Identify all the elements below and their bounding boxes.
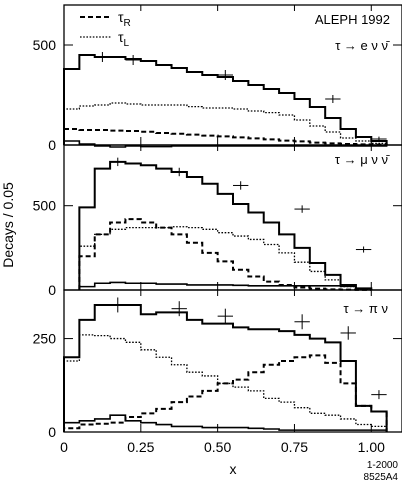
y-axis-label: Decays / 0.05 bbox=[0, 182, 16, 268]
x-tick-label: 0.25 bbox=[127, 439, 154, 455]
series-tau-left bbox=[78, 226, 372, 290]
series-total bbox=[63, 54, 388, 145]
series-background bbox=[63, 414, 388, 432]
x-tick-label: 0 bbox=[60, 439, 68, 455]
y-tick-label: 500 bbox=[33, 37, 57, 53]
data-point bbox=[171, 167, 187, 177]
y-tick-label: 250 bbox=[33, 331, 57, 347]
y-tick-label: 500 bbox=[33, 198, 57, 214]
figure-credit-line-2: 8525A4 bbox=[364, 472, 399, 483]
data-point bbox=[355, 246, 372, 253]
data-point bbox=[217, 308, 233, 324]
panel-2: 0 500 bbox=[33, 145, 402, 298]
legend-label-right: τR bbox=[118, 9, 131, 29]
legend-right-main: τ bbox=[118, 9, 124, 25]
data-point bbox=[217, 70, 233, 80]
legend-right-sub: R bbox=[124, 18, 131, 29]
chart-title: ALEPH 1992 bbox=[315, 12, 390, 27]
series-total bbox=[78, 160, 373, 290]
panel-3: 0 250 bbox=[33, 290, 402, 440]
legend-left-main: τ bbox=[118, 29, 124, 45]
x-tick-label: 0.50 bbox=[204, 439, 231, 455]
data-point bbox=[171, 301, 187, 317]
chart-marks: 0 500 0 500 0 250 0 0.25 0.50 0.75 1.00 bbox=[33, 5, 402, 455]
panel-label-electron: τ → e ν ν̄ bbox=[335, 38, 390, 53]
series-tau-right bbox=[63, 354, 388, 432]
data-point bbox=[325, 95, 341, 103]
data-point bbox=[294, 314, 310, 330]
panel-label-pion: τ → π ν bbox=[344, 301, 388, 316]
data-point bbox=[125, 55, 141, 65]
x-tick-label: 1.00 bbox=[358, 439, 385, 455]
data-point bbox=[110, 297, 126, 313]
data-point bbox=[110, 157, 126, 167]
panel-label-muon: τ → μ ν ν̄ bbox=[335, 152, 390, 167]
data-point bbox=[371, 136, 387, 142]
legend-label-left: τL bbox=[118, 29, 130, 49]
series-background bbox=[78, 281, 373, 290]
data-point bbox=[94, 52, 111, 62]
series-total bbox=[63, 303, 388, 432]
series-background bbox=[63, 140, 388, 148]
y-tick-label: 0 bbox=[48, 424, 56, 440]
y-tick-label: 0 bbox=[48, 137, 56, 153]
data-point bbox=[371, 390, 387, 400]
series-tau-right bbox=[63, 128, 388, 146]
series-tau-left bbox=[63, 334, 388, 432]
y-tick-label: 0 bbox=[48, 282, 56, 298]
series-tau-right bbox=[78, 218, 373, 291]
legend-left-sub: L bbox=[124, 38, 130, 49]
series-tau-left bbox=[63, 102, 388, 145]
panel-1: 0 500 bbox=[33, 5, 402, 153]
x-axis-label: x bbox=[230, 461, 237, 477]
data-point bbox=[340, 326, 356, 340]
figure-credit-line-1: 1-2000 bbox=[367, 460, 399, 471]
x-tick-label: 0.75 bbox=[281, 439, 308, 455]
data-point bbox=[233, 181, 249, 190]
data-point bbox=[294, 205, 310, 213]
